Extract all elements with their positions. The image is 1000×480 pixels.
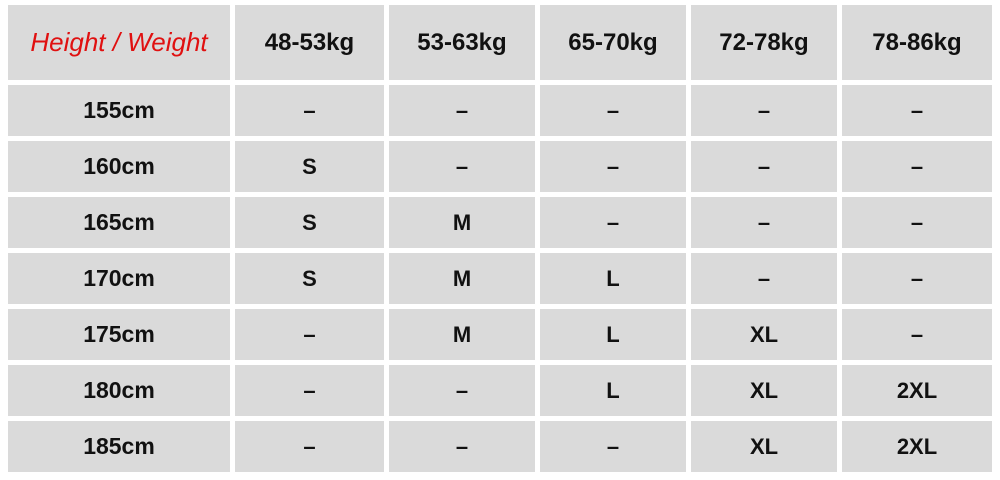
- size-cell: M: [389, 309, 535, 360]
- size-cell: –: [842, 141, 992, 192]
- height-label: 185cm: [8, 421, 230, 472]
- size-cell: M: [389, 253, 535, 304]
- size-cell: S: [235, 141, 384, 192]
- size-cell: –: [235, 365, 384, 416]
- size-cell: –: [691, 85, 837, 136]
- size-cell: –: [540, 421, 686, 472]
- size-cell: –: [842, 309, 992, 360]
- size-cell: S: [235, 253, 384, 304]
- weight-header: 78-86kg: [842, 5, 992, 80]
- height-label: 155cm: [8, 85, 230, 136]
- size-cell: L: [540, 309, 686, 360]
- weight-header: 53-63kg: [389, 5, 535, 80]
- weight-header: 48-53kg: [235, 5, 384, 80]
- size-cell: –: [540, 141, 686, 192]
- weight-header: 65-70kg: [540, 5, 686, 80]
- size-cell: –: [540, 197, 686, 248]
- height-label: 175cm: [8, 309, 230, 360]
- size-table: Height / Weight 48-53kg 53-63kg 65-70kg 72-7…: [8, 5, 992, 472]
- size-cell: –: [842, 197, 992, 248]
- height-label: 160cm: [8, 141, 230, 192]
- size-cell: –: [389, 365, 535, 416]
- height-label: 170cm: [8, 253, 230, 304]
- size-cell: M: [389, 197, 535, 248]
- size-cell: 2XL: [842, 421, 992, 472]
- size-cell: 2XL: [842, 365, 992, 416]
- size-cell: –: [691, 253, 837, 304]
- height-label: 180cm: [8, 365, 230, 416]
- size-cell: –: [842, 253, 992, 304]
- size-cell: L: [540, 253, 686, 304]
- size-cell: –: [389, 85, 535, 136]
- size-cell: XL: [691, 365, 837, 416]
- size-cell: –: [235, 309, 384, 360]
- size-cell: –: [235, 85, 384, 136]
- size-cell: XL: [691, 309, 837, 360]
- size-cell: –: [842, 85, 992, 136]
- size-cell: –: [691, 141, 837, 192]
- height-label: 165cm: [8, 197, 230, 248]
- size-cell: –: [691, 197, 837, 248]
- size-cell: –: [389, 421, 535, 472]
- size-cell: L: [540, 365, 686, 416]
- size-cell: S: [235, 197, 384, 248]
- size-cell: –: [540, 85, 686, 136]
- corner-header: Height / Weight: [8, 5, 230, 80]
- size-cell: –: [389, 141, 535, 192]
- weight-header: 72-78kg: [691, 5, 837, 80]
- size-cell: XL: [691, 421, 837, 472]
- size-cell: –: [235, 421, 384, 472]
